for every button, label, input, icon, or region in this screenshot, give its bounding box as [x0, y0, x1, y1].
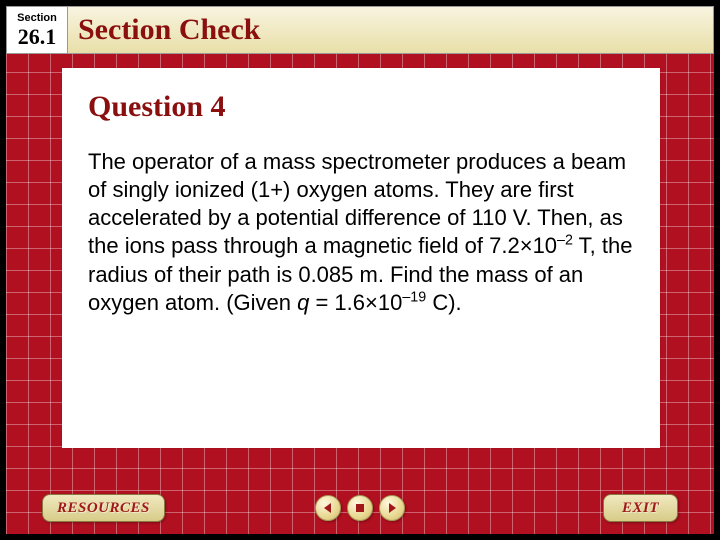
exit-label: EXIT — [622, 500, 659, 516]
page-title: Section Check — [78, 13, 261, 47]
square-icon — [355, 503, 365, 513]
resources-button[interactable]: RESOURCES — [42, 494, 165, 522]
triangle-right-icon — [386, 502, 398, 514]
prev-button[interactable] — [315, 495, 341, 521]
footer-bar: RESOURCES — [6, 486, 714, 530]
stop-button[interactable] — [347, 495, 373, 521]
section-label: Section — [17, 13, 57, 24]
triangle-left-icon — [322, 502, 334, 514]
resources-label: RESOURCES — [57, 500, 150, 516]
exit-button[interactable]: EXIT — [603, 494, 678, 522]
grid-background: Section 26.1 Section Check Question 4 Th… — [6, 6, 714, 534]
title-bar: Section Check — [68, 6, 714, 54]
header-bar: Section 26.1 Section Check — [6, 6, 714, 54]
nav-button-group — [315, 495, 405, 521]
next-button[interactable] — [379, 495, 405, 521]
slide-outer: Section 26.1 Section Check Question 4 Th… — [0, 0, 720, 540]
section-number: 26.1 — [18, 26, 57, 48]
question-body: The operator of a mass spectrometer prod… — [88, 148, 634, 317]
question-heading: Question 4 — [88, 90, 634, 124]
content-panel: Question 4 The operator of a mass spectr… — [62, 68, 660, 448]
section-box: Section 26.1 — [6, 6, 68, 54]
